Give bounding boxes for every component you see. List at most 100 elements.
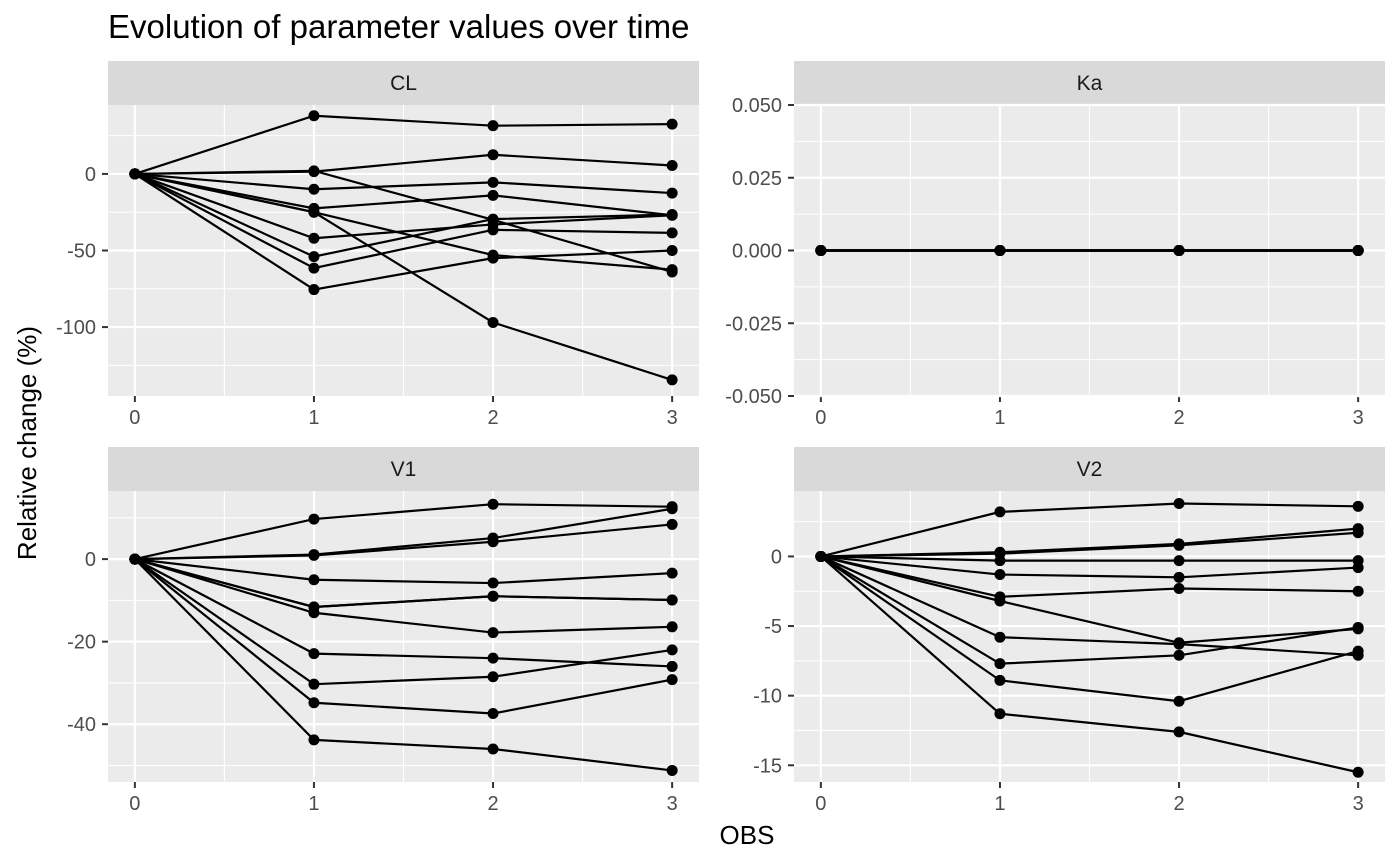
panel-strip-label-v2: V2 [1077, 458, 1103, 481]
x-tick-label: 3 [667, 407, 678, 429]
y-tick-label: -0.050 [725, 386, 782, 408]
y-tick-label: 0 [85, 164, 96, 186]
series-line-v1-8 [134, 558, 673, 686]
data-point-v2-9 [1173, 695, 1185, 707]
data-point-v2-9 [994, 674, 1006, 686]
data-point-cl-8 [666, 209, 678, 221]
series-line-v2-3 [820, 531, 1359, 558]
series-line-v1-4 [134, 558, 673, 585]
y-tick-label: -40 [67, 714, 96, 736]
x-tick-label: 2 [1173, 407, 1184, 429]
data-point-v1-3 [487, 536, 499, 548]
data-point-cl-11 [129, 168, 141, 180]
data-point-v2-10 [994, 708, 1006, 720]
data-point-v2-4 [1173, 571, 1185, 583]
data-point-v2-8 [1173, 649, 1185, 661]
data-point-cl-5 [487, 189, 499, 201]
data-point-cl-8 [487, 213, 499, 225]
data-point-v2-8 [994, 658, 1006, 670]
series-line-v1-11 [134, 558, 673, 609]
data-point-v1-9 [487, 707, 499, 719]
data-point-cl-10 [487, 252, 499, 264]
data-point-cl-9 [308, 262, 320, 274]
data-point-v1-6 [666, 621, 678, 633]
data-point-cl-8 [308, 251, 320, 263]
data-point-v2-5 [1173, 582, 1185, 594]
y-tick-label: -10 [753, 686, 782, 708]
data-point-v2-10 [1352, 766, 1364, 778]
data-point-v2-5 [1352, 585, 1364, 597]
y-tick-label: 0.000 [732, 241, 782, 263]
series-line-v1-9 [134, 558, 673, 715]
data-point-ka-11 [1173, 245, 1185, 256]
panel-strip-v1 [108, 447, 699, 491]
series-line-cl-9 [134, 172, 673, 270]
data-point-v1-1 [308, 513, 320, 525]
series-line-cl-4 [134, 172, 673, 195]
x-tick-label: 0 [815, 793, 826, 815]
series-line-cl-8 [134, 172, 673, 258]
data-point-v2-11 [1173, 555, 1185, 567]
panel-strip-label-ka: Ka [1077, 72, 1103, 95]
x-tick-label: 2 [1173, 793, 1184, 815]
series-line-v2-1 [820, 502, 1359, 558]
panel-v1: V1 0 1 2 3 0 -20 -40 [67, 447, 699, 815]
y-tick-label: 0 [771, 546, 782, 568]
y-tick-label: 0.025 [732, 168, 782, 190]
data-point-v1-10 [487, 743, 499, 755]
series-line-cl-10 [134, 172, 673, 291]
data-point-v2-10 [1173, 726, 1185, 738]
y-tick-label: -5 [764, 616, 782, 638]
y-tick-label: 0.050 [732, 95, 782, 117]
data-point-cl-1 [487, 120, 499, 132]
series-line-v1-1 [134, 503, 673, 561]
y-tick-label: -20 [67, 632, 96, 654]
panel-v2: V2 0 1 2 3 0 -5 -10 -15 [753, 447, 1385, 815]
data-point-v1-4 [666, 567, 678, 579]
series-line-v1-3 [134, 523, 673, 561]
panel-strip-ka [794, 61, 1385, 105]
x-tick-label: 1 [308, 407, 319, 429]
data-point-cl-10 [666, 245, 678, 256]
panel-strip-v2 [794, 447, 1385, 491]
data-point-ka-11 [994, 245, 1006, 256]
data-point-v2-8 [1352, 621, 1364, 633]
data-point-v1-3 [666, 518, 678, 530]
data-point-cl-1 [666, 118, 678, 130]
data-point-cl-3 [308, 166, 320, 178]
data-point-cl-11 [308, 206, 320, 218]
data-point-v1-7 [666, 660, 678, 672]
data-point-v1-7 [487, 652, 499, 664]
data-point-v1-8 [308, 678, 320, 690]
panel-cl: CL 0 1 2 3 0 -50 -100 [56, 61, 699, 429]
panel-ka: Ka 0 1 2 3 0.050 0.025 0.000 -0.025 -0.050 [725, 61, 1385, 429]
x-tick-label: 1 [308, 793, 319, 815]
data-point-v2-3 [1352, 527, 1364, 539]
series-line-v2-4 [820, 555, 1359, 579]
data-point-cl-9 [666, 227, 678, 239]
data-point-v1-7 [308, 648, 320, 660]
x-tick-label: 2 [487, 407, 498, 429]
data-point-v1-10 [666, 764, 678, 776]
data-point-cl-4 [487, 176, 499, 188]
data-point-ka-11 [815, 245, 827, 256]
series-line-v2-9 [820, 555, 1359, 703]
y-axis-title: Relative change (%) [12, 326, 42, 560]
panel-strip-label-v1: V1 [391, 458, 417, 481]
data-point-cl-10 [308, 284, 320, 296]
y-tick-label: -15 [753, 755, 782, 777]
y-tick-label: -0.025 [725, 313, 782, 335]
data-point-v2-1 [1173, 498, 1185, 510]
data-point-cl-4 [666, 187, 678, 199]
series-line-v2-6 [820, 555, 1359, 644]
series-line-v2-11 [820, 555, 1359, 562]
data-point-v1-4 [487, 577, 499, 589]
x-tick-label: 1 [994, 793, 1005, 815]
data-point-v2-6 [994, 595, 1006, 607]
data-point-v1-3 [308, 549, 320, 561]
series-line-cl-3 [134, 153, 673, 176]
data-point-v2-11 [994, 555, 1006, 567]
data-point-ka-11 [1352, 245, 1364, 256]
data-point-cl-9 [487, 224, 499, 236]
data-point-v1-11 [129, 553, 141, 565]
